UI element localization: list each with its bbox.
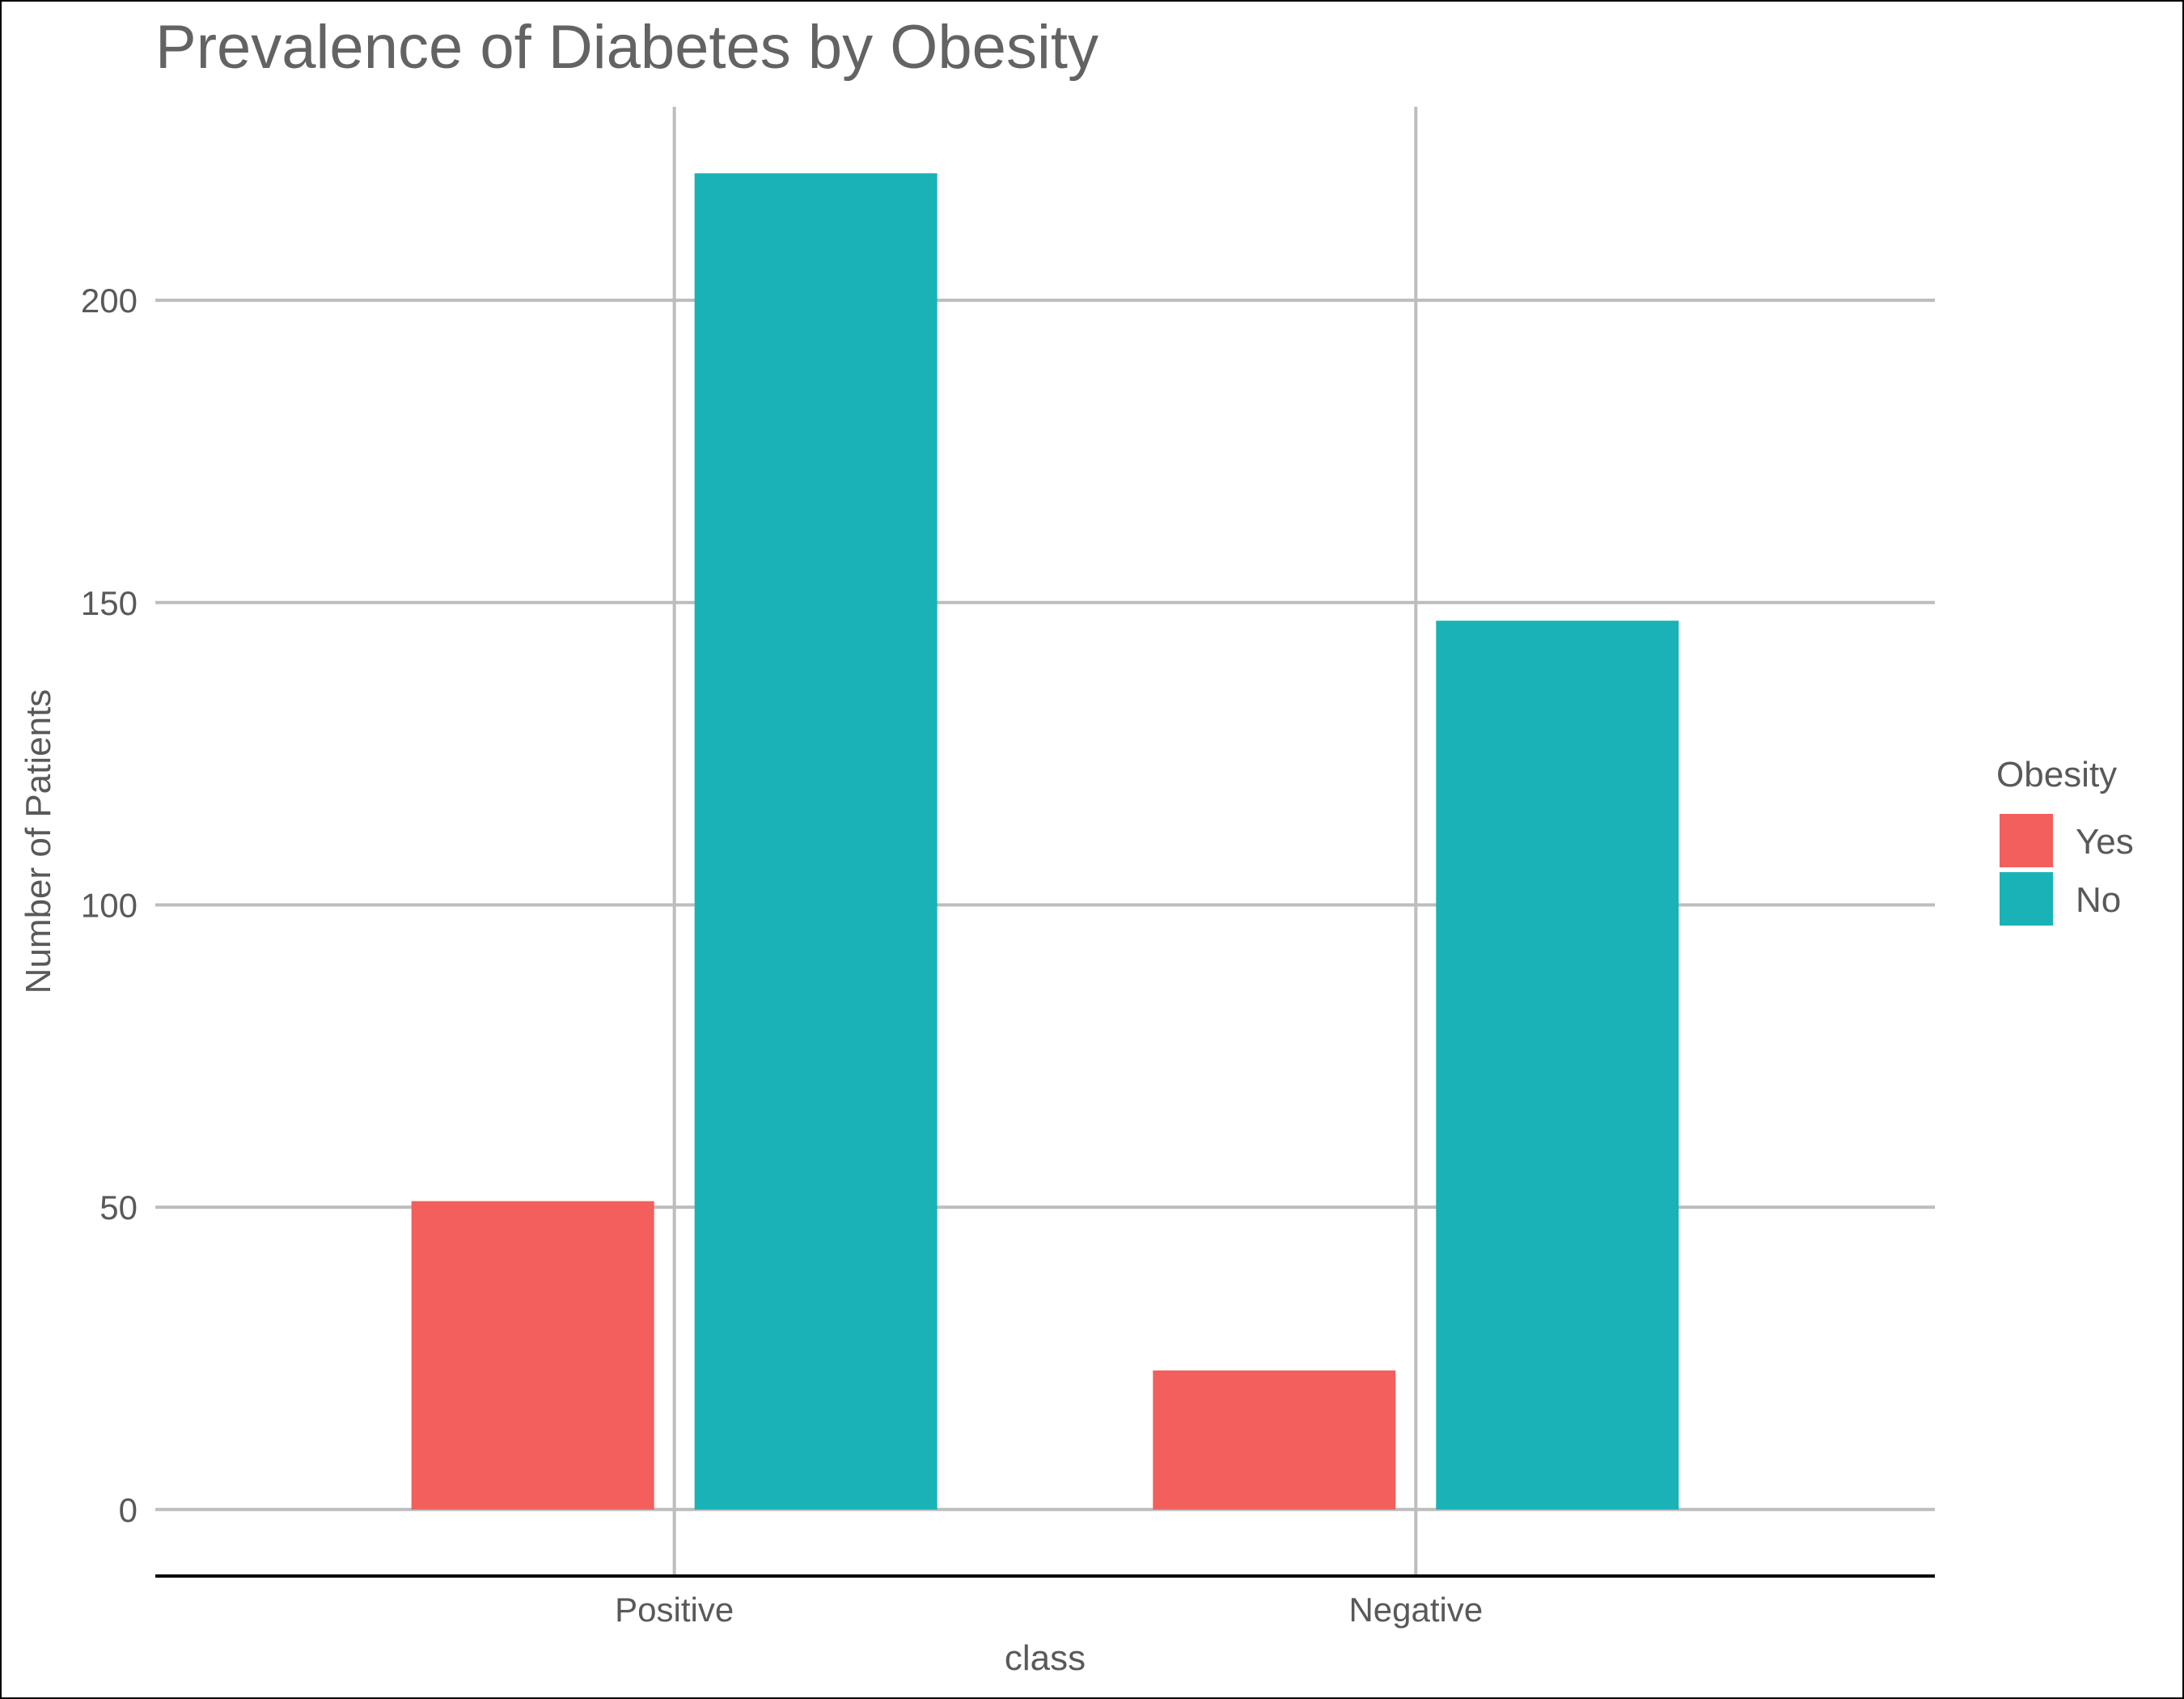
y-tick-label-150: 150 [81,584,138,622]
vertical-gridlines [672,107,1418,1576]
legend-key-no [2000,872,2053,926]
y-tick-label-200: 200 [81,282,138,320]
y-tick-label-0: 0 [119,1491,138,1529]
x-axis-title: class [1005,1638,1086,1678]
legend-title: Obesity [1996,755,2117,794]
legend-label-no: No [2076,880,2121,920]
bar-positive-yes [411,1201,654,1510]
y-tick-label-100: 100 [81,886,138,924]
y-axis-title: Number of Patients [19,689,58,994]
legend: Obesity Yes No [1996,755,2134,926]
bar-negative-yes [1153,1370,1396,1510]
x-tick-labels: Positive Negative [615,1591,1483,1629]
y-tick-label-50: 50 [99,1188,138,1227]
bars [411,173,1679,1510]
legend-label-yes: Yes [2076,822,2134,862]
x-tick-label-negative: Negative [1348,1591,1483,1629]
bar-positive-no [694,173,938,1510]
legend-key-yes [2000,814,2053,867]
x-tick-label-positive: Positive [615,1591,734,1629]
chart-title: Prevalence of Diabetes by Obesity [155,13,1098,82]
y-tick-labels: 0 50 100 150 200 [81,282,138,1529]
bar-negative-no [1436,621,1679,1510]
